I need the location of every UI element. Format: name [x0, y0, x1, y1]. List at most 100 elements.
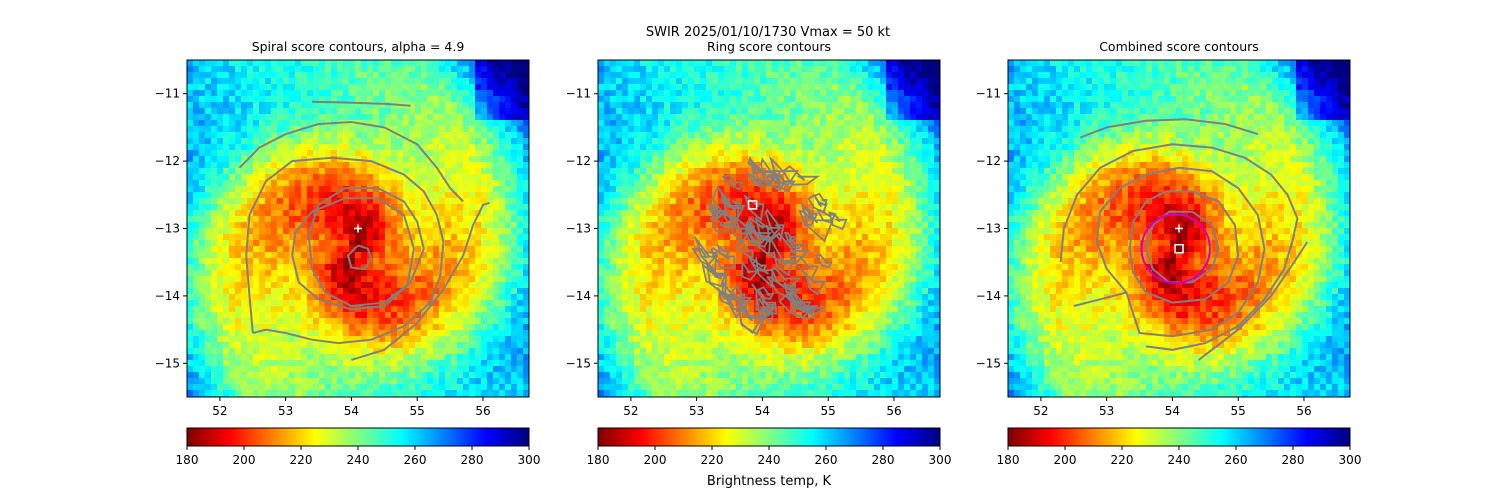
colorbar [1007, 427, 1351, 447]
colorbar-tick-label: 280 [461, 453, 484, 467]
y-tick-label: −13 [566, 222, 591, 236]
contour-line [307, 187, 425, 308]
ring-contour [770, 232, 811, 263]
colorbar-tick-label: 180 [587, 453, 610, 467]
x-tick-label: 54 [755, 404, 770, 418]
x-tick-label: 56 [475, 404, 490, 418]
y-tick-label: −13 [976, 222, 1001, 236]
x-tick-label: 53 [1099, 404, 1114, 418]
colorbar [186, 427, 530, 447]
ring-contour [691, 247, 718, 266]
colorbar-label: Brightness temp, K [707, 474, 832, 489]
y-tick-label: −15 [155, 356, 180, 370]
x-tick-label: 53 [278, 404, 293, 418]
colorbar-tick-label: 220 [1111, 453, 1134, 467]
y-tick-label: −12 [155, 154, 180, 168]
colorbar-tick-label: 200 [644, 453, 667, 467]
ring-contour [788, 255, 820, 281]
contour-line [238, 120, 464, 203]
y-tick-label: −11 [566, 87, 591, 101]
brightness-field [187, 60, 529, 397]
colorbar-tick-label: 240 [347, 453, 370, 467]
ring-contour [770, 267, 802, 291]
ring-contour [788, 295, 827, 320]
colorbar-tick-label: 240 [1168, 453, 1191, 467]
colorbar-tick-label: 220 [290, 453, 313, 467]
ring-contour [781, 165, 821, 186]
colorbar-tick-label: 200 [233, 453, 256, 467]
brightness-field [598, 60, 940, 397]
ring-contour [701, 262, 727, 288]
colorbar-tick-label: 280 [1282, 453, 1305, 467]
colorbar-tick-label: 260 [1225, 453, 1248, 467]
contour-line [1128, 190, 1240, 304]
colorbar-tick-label: 300 [929, 453, 952, 467]
y-tick-label: −15 [976, 356, 1001, 370]
colorbar-tick-label: 200 [1054, 453, 1077, 467]
brightness-field [1008, 60, 1350, 397]
ring-contour [747, 256, 768, 272]
colorbar-tick-label: 180 [176, 453, 199, 467]
ring-contour [787, 236, 806, 250]
square-marker [747, 200, 758, 210]
colorbar-tick-label: 180 [997, 453, 1020, 467]
y-tick-label: −14 [155, 289, 180, 303]
ring-contour [813, 192, 828, 207]
ring-contour [751, 256, 774, 289]
contour-line [351, 201, 490, 361]
ring-contour [734, 239, 754, 260]
x-tick-label: 55 [1231, 404, 1246, 418]
colorbar-tick-label: 240 [758, 453, 781, 467]
ring-contour [817, 208, 837, 224]
center-marker [1175, 224, 1183, 233]
ring-contour [710, 247, 736, 269]
ring-contour [770, 250, 794, 277]
colorbar-tick-label: 300 [518, 453, 541, 467]
panel-3: Combined score contours 52 53 54 55 56 −11 −12 −… [976, 39, 1362, 467]
x-tick-label: 52 [212, 404, 227, 418]
ring-contour [765, 208, 785, 243]
contour-line [245, 156, 445, 345]
ring-contour [828, 211, 848, 231]
x-tick-label: 56 [886, 404, 901, 418]
colorbar-tick-label: 280 [872, 453, 895, 467]
contour-line [1059, 143, 1299, 263]
y-tick-label: −13 [155, 222, 180, 236]
suptitle: SWIR 2025/01/10/1730 Vmax = 50 kt [646, 25, 890, 40]
ring-contour [732, 200, 746, 211]
contour-line [346, 244, 373, 270]
ring-contour [741, 259, 760, 281]
square-marker [1174, 243, 1184, 254]
panel-title: Combined score contours [1099, 39, 1259, 54]
ring-contour [693, 235, 718, 274]
contour-line [311, 100, 411, 107]
contour-line [1073, 166, 1266, 338]
colorbar-tick-label: 220 [701, 453, 724, 467]
panel-1: Spiral score contours, alpha = 4.9 52 53 54… [155, 39, 541, 467]
ring-contour [719, 208, 737, 223]
ring-contour [802, 272, 826, 296]
ring-contour [814, 253, 833, 269]
y-tick-label: −11 [155, 87, 180, 101]
ring-contour [744, 171, 763, 188]
contour-line [1145, 234, 1296, 351]
ring-contour [721, 174, 744, 191]
panel-title: Ring score contours [707, 39, 831, 54]
y-tick-label: −15 [566, 356, 591, 370]
ring-contour [707, 203, 727, 219]
ring-contour [800, 203, 834, 243]
ring-contour [756, 297, 777, 319]
ring-contour [747, 217, 771, 244]
ring-contour [745, 225, 772, 257]
contour-line [291, 197, 415, 311]
panel-2: Ring score contours 52 53 54 55 56 −11 −12 −13 −1… [566, 39, 952, 467]
ring-contour [783, 282, 801, 295]
x-tick-label: 52 [623, 404, 638, 418]
x-tick-label: 54 [344, 404, 359, 418]
ring-contour [760, 296, 775, 313]
y-tick-label: −14 [566, 289, 591, 303]
ring-contour [717, 243, 731, 258]
ring-contour [721, 196, 745, 221]
ring-contour [709, 215, 737, 233]
